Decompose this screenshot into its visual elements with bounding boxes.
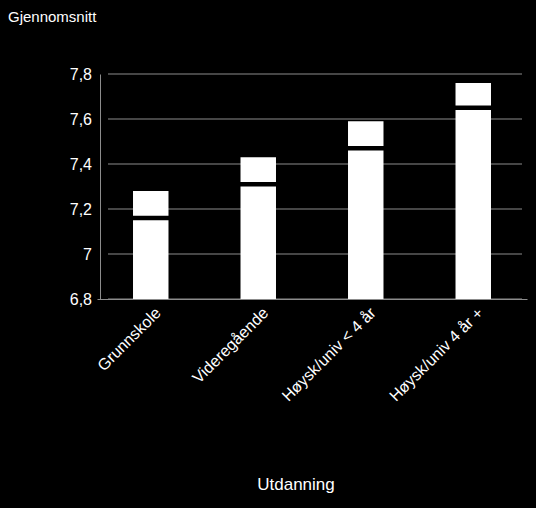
- interval-box: [241, 157, 276, 182]
- bar: [456, 110, 491, 299]
- bars: [133, 83, 491, 299]
- grid-line: [108, 74, 522, 75]
- x-tick: Høysk/univ 4 år +: [386, 299, 486, 404]
- bar: [241, 187, 276, 300]
- y-tick-label: 7: [83, 246, 92, 263]
- chart: 6,877,27,47,67,8GrunnskoleVideregåendeHø…: [0, 0, 536, 508]
- y-tick-label: 7,2: [70, 201, 92, 218]
- x-tick-label: Grunnskole: [94, 304, 164, 374]
- grid: [108, 74, 522, 299]
- interval-box: [456, 83, 491, 106]
- y-tick: 7,2: [70, 201, 100, 218]
- x-tick-label: Høysk/univ < 4 år: [279, 304, 380, 405]
- y-axis-title: Gjennomsnitt: [8, 8, 97, 25]
- x-tick: Grunnskole: [94, 299, 164, 374]
- interval-box: [348, 121, 383, 146]
- bar: [348, 151, 383, 300]
- bar: [133, 220, 168, 299]
- y-tick: 7,4: [70, 156, 100, 173]
- y-tick: 7,6: [70, 111, 100, 128]
- x-tick-label: Høysk/univ 4 år +: [386, 304, 486, 404]
- x-tick: Høysk/univ < 4 år: [279, 299, 380, 404]
- y-tick-label: 7,4: [70, 156, 92, 173]
- y-tick-label: 7,6: [70, 111, 92, 128]
- x-axis-line: [98, 299, 528, 300]
- background: [0, 0, 536, 508]
- x-axis: Grunnskole VideregåendeHøysk/univ < 4 årH…: [94, 299, 527, 404]
- x-tick-label: Videregående: [189, 304, 271, 386]
- y-tick: 7,8: [70, 66, 100, 83]
- y-axis-line: [100, 75, 101, 300]
- y-tick: 6,8: [70, 291, 100, 308]
- y-tick-label: 7,8: [70, 66, 92, 83]
- x-tick: Videregående: [189, 299, 271, 386]
- y-tick: 7: [83, 246, 100, 263]
- x-axis-title: Utdanning: [257, 475, 335, 494]
- interval-box: [133, 191, 168, 216]
- y-axis: 6,8 7 7,2 7,4 7,6 7,8: [70, 66, 101, 308]
- y-tick-label: 6,8: [70, 291, 92, 308]
